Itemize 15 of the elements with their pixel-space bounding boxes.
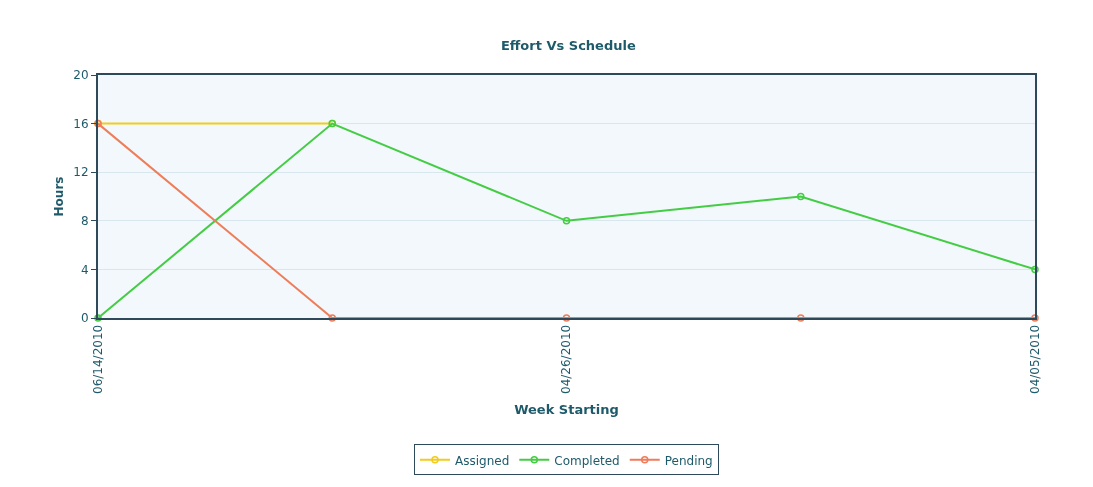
x-axis-title: Week Starting (514, 402, 619, 418)
y-tick-label: 8 (80, 214, 89, 228)
y-tick-label: 0 (80, 311, 89, 326)
x-tick-label: 06/14/2010 (90, 324, 105, 394)
y-tick-label: 4 (80, 262, 89, 277)
legend-label: Completed (554, 453, 620, 468)
y-tick-label: 20 (73, 68, 89, 83)
y-tick-label: 16 (73, 116, 89, 131)
y-tick-label: 12 (73, 165, 89, 180)
x-tick-label: 04/26/2010 (559, 324, 574, 394)
y-axis-title: Hours (52, 176, 66, 217)
x-tick-label: 04/05/2010 (1027, 324, 1042, 394)
legend-label: Assigned (455, 453, 510, 468)
chart-title: Effort Vs Schedule (500, 38, 636, 54)
legend-label: Pending (664, 453, 713, 468)
